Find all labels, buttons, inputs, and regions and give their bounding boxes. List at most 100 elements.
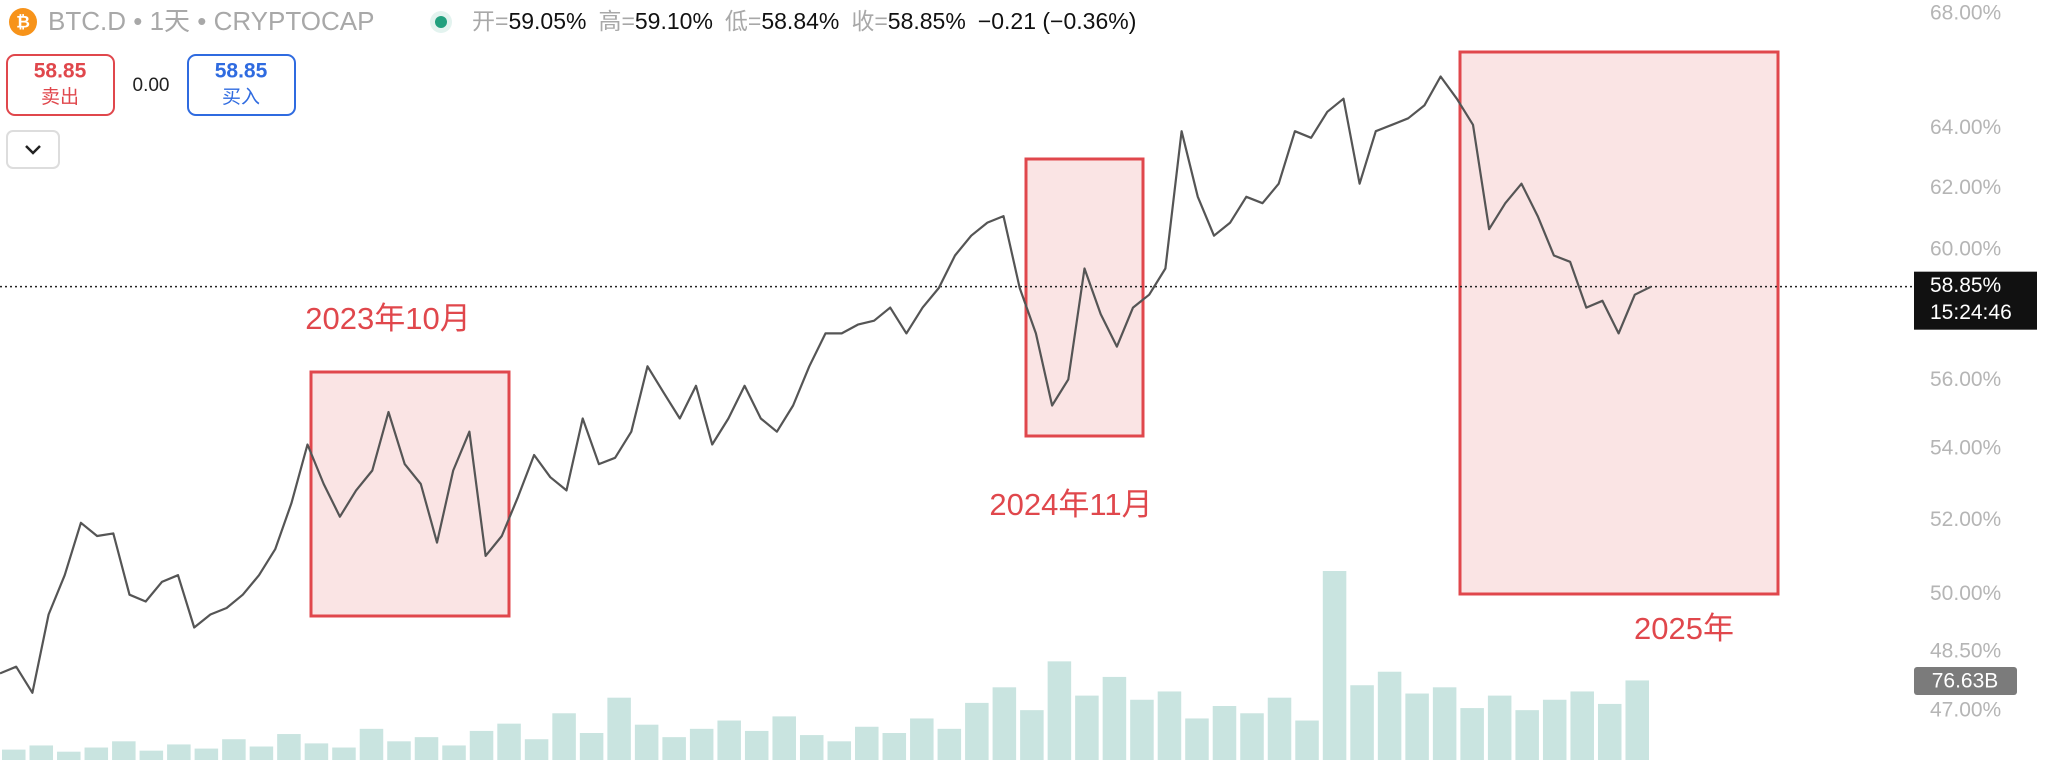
chevron (25, 145, 41, 155)
y-tick-label: 60.00% (1930, 238, 2001, 261)
status-dot (435, 16, 447, 28)
volume-bar (84, 747, 109, 760)
volume-bar (29, 745, 54, 760)
volume-bar (304, 743, 329, 760)
highlight-box (1024, 157, 1145, 438)
volume-badge (1914, 667, 2017, 695)
volume-bar (249, 746, 274, 760)
volume-bar (1102, 676, 1127, 760)
volume-bar (1377, 671, 1402, 760)
volume-bar (882, 733, 907, 760)
volume-bar (1020, 710, 1044, 760)
y-tick-label: 50.00% (1930, 582, 2001, 605)
volume-bar (167, 744, 191, 760)
volume-bar (2, 749, 26, 760)
countdown: 15:24:46 (1930, 301, 2012, 324)
volume-bar (332, 747, 356, 760)
coin-icon (9, 8, 37, 36)
volume-bar (524, 739, 549, 760)
volume-bar (222, 739, 246, 760)
volume-bar (387, 741, 411, 760)
volume-bar (1322, 571, 1347, 760)
buy-button[interactable] (187, 54, 296, 116)
symbol: BTC.D (48, 6, 126, 36)
buy-label: 买入 (222, 87, 260, 108)
sell-price: 58.85 (34, 60, 87, 83)
plot: 47.00% 48.50% 50.00% 52.00% 54.00% 56.00% 60.0… (0, 1, 2037, 722)
change: −0.21 (−0.36%) (978, 8, 1137, 34)
volume-bar (469, 730, 494, 760)
ohlc-key: 开= (472, 8, 508, 34)
sell-button[interactable] (6, 54, 115, 116)
sep: • (190, 6, 214, 36)
coin-symbol: ₿ (16, 12, 30, 31)
volume-bar (57, 751, 81, 760)
volume-bar (1075, 695, 1099, 760)
volume-bar (359, 728, 384, 760)
price-badge-value: 58.85% (1930, 274, 2001, 297)
annotation: 2025年 (1634, 611, 1734, 646)
y-tick-label: 64.00% (1930, 116, 2001, 139)
y-tick-label: 47.00% (1930, 699, 2001, 722)
ohlc-key: 低= (725, 8, 761, 34)
volume-bar (1460, 708, 1484, 760)
volume-bar (1432, 687, 1457, 760)
volume-bar (1625, 680, 1649, 760)
y-tick-label: 48.50% (1930, 639, 2001, 662)
volume-bar (1405, 693, 1429, 760)
ohlc-value: 59.05% (508, 8, 586, 34)
volume-bar (662, 737, 686, 760)
volume-bar (1295, 720, 1319, 760)
volume-bar (1130, 699, 1154, 760)
volume-bar (937, 728, 962, 760)
volume-bar (744, 730, 769, 760)
y-tick-label: 52.00% (1930, 508, 2001, 531)
volume-bar (910, 718, 934, 760)
exchange: CRYPTOCAP (214, 6, 375, 36)
ohlc-key: 收= (851, 8, 887, 34)
volume-bar (579, 733, 604, 760)
volume-bar (1350, 685, 1374, 760)
volume-bar (689, 728, 714, 760)
volume-bar (1185, 718, 1209, 760)
price-badge (1914, 271, 2037, 330)
volume-bar (1515, 710, 1539, 760)
volume-bar (634, 724, 659, 760)
volume-badge-value: 76.63B (1932, 670, 1999, 693)
volume-bar (1267, 697, 1292, 760)
volume-bar (855, 726, 879, 760)
volume-bar (1542, 699, 1567, 760)
volume-bar (414, 737, 439, 760)
dropdown-button[interactable] (6, 130, 60, 169)
volume-bar (965, 702, 989, 760)
volume-bar (552, 713, 576, 760)
volume-bar (194, 748, 219, 760)
ohlc-value: 58.85% (888, 8, 966, 34)
annotation: 2023年10月 (305, 301, 470, 336)
y-tick-label: 68.00% (1930, 1, 2001, 24)
volume-bar (1487, 695, 1512, 760)
annotation: 2024年11月 (989, 487, 1152, 522)
y-tick-label: 56.00% (1930, 368, 2001, 391)
buy-price: 58.85 (215, 60, 268, 83)
highlight-box (309, 370, 511, 618)
spread: 0.00 (133, 75, 170, 96)
price-line (0, 75, 1652, 694)
volume-bar (139, 750, 164, 760)
volume-bar (799, 735, 824, 760)
symbol-line: BTC.D • 1天 • CRYPTOCAP (48, 6, 374, 36)
volume-layer (2, 571, 1649, 760)
y-tick-label: 54.00% (1930, 437, 2001, 460)
volume-bar (112, 741, 136, 760)
sep: • (126, 6, 150, 36)
ohlc-value: 58.84% (761, 8, 839, 34)
interval: 1天 (150, 6, 190, 36)
y-tick-label: 62.00% (1930, 176, 2001, 199)
volume-bar (1597, 703, 1622, 760)
highlight-box (1458, 50, 1780, 596)
volume-bar (607, 697, 631, 760)
volume-bar (442, 745, 466, 760)
volume-bar (1047, 661, 1072, 760)
